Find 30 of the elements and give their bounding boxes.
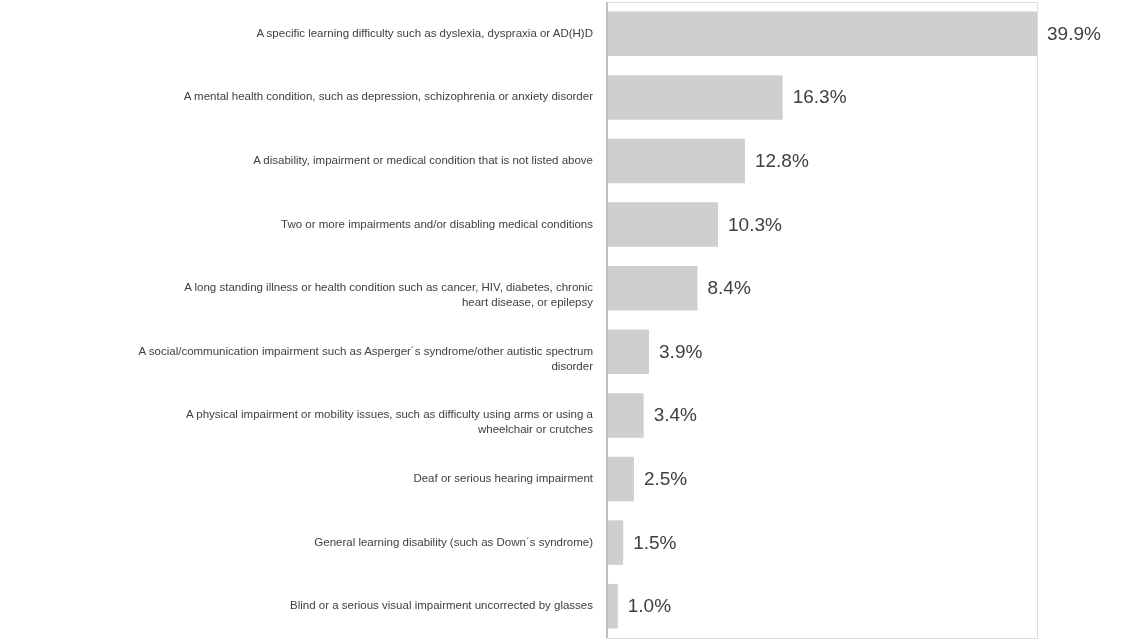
data-label: 2.5% (643, 468, 688, 489)
data-label: 1.5% (633, 531, 677, 553)
data-label: 10.3% (728, 213, 782, 235)
data-label: 1.0% (627, 595, 672, 617)
bar (607, 11, 1037, 57)
y-tick-label: Deaf or serious hearing impairment (413, 472, 594, 484)
bar (607, 583, 618, 629)
y-tick-label: A long standing illness or health condition such as cancer, HIV, diabetes, chronic heart disease, or epilepsy (184, 281, 594, 309)
y-tick-label: A physical impairment or mobility issues, such as difficulty using arms or using a wheelchair or crutches (186, 408, 594, 436)
data-label: 3.9% (659, 340, 703, 362)
bar (607, 138, 745, 184)
data-label: 12.8% (754, 150, 809, 171)
bar (607, 75, 783, 120)
data-label: 16.3% (792, 86, 847, 108)
y-tick-label: Two or more impairments and/or disabling medical conditions (281, 217, 594, 230)
data-label: 3.4% (653, 404, 698, 426)
bar (607, 202, 718, 247)
y-tick-label: A mental health condition, such as depression, schizophrenia or anxiety disorder (183, 90, 594, 103)
bar (607, 329, 650, 375)
bar (607, 393, 644, 438)
bar (607, 265, 698, 311)
y-tick-label: A specific learning difficulty such as dyslexia, dyspraxia or AD(H)D (256, 26, 593, 39)
bar (607, 520, 624, 565)
y-tick-label: A disability, impairment or medical condition that is not listed above (253, 154, 593, 166)
data-label: 8.4% (707, 277, 751, 299)
y-tick-label: A social/communication impairment such as Asperger´s syndrome/other autistic spectrum disorder (138, 344, 594, 372)
y-tick-label: General learning disability (such as Down´s syndrome) (314, 535, 594, 548)
y-tick-label: Blind or a serious visual impairment uncorrected by glasses (290, 599, 594, 612)
data-label: 39.9% (1047, 22, 1101, 44)
bar (607, 456, 634, 502)
